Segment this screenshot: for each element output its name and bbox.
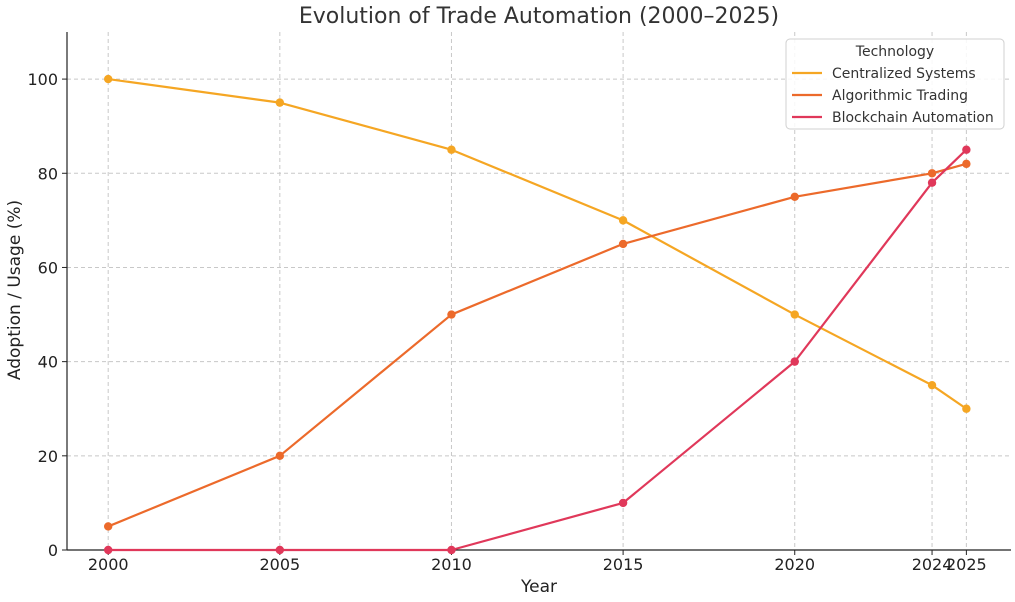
data-point-algorithmic-trading [447,310,456,319]
data-point-algorithmic-trading [962,159,971,169]
series-line-algorithmic-trading [107,162,967,528]
x-tick-label: 2025 [946,555,987,574]
x-tick-label: 2005 [259,555,300,574]
data-point-blockchain-automation [618,498,628,508]
data-point-centralized-systems [962,404,971,413]
data-point-blockchain-automation [103,545,113,555]
y-tick-label: 100 [27,70,58,89]
data-point-algorithmic-trading [275,451,285,461]
legend-label-algorithmic-trading: Algorithmic Trading [832,88,968,104]
data-point-algorithmic-trading [618,239,628,249]
x-tick-label: 2020 [774,555,815,574]
data-point-algorithmic-trading [790,192,799,202]
legend-title: Technology [855,44,934,60]
data-point-centralized-systems [618,216,628,225]
y-tick-label: 0 [48,541,58,560]
data-point-blockchain-automation [927,178,937,187]
legend-label-centralized-systems: Centralized Systems [832,66,976,82]
y-tick-label: 20 [38,447,58,466]
data-point-centralized-systems [927,380,937,390]
chart-title: Evolution of Trade Automation (2000–2025… [299,4,779,29]
data-point-algorithmic-trading [927,169,937,178]
series-line-blockchain-automation [108,148,968,552]
legend-label-blockchain-automation: Blockchain Automation [832,110,994,126]
series-lines [103,74,971,555]
data-point-algorithmic-trading [103,522,113,531]
y-axis-label: Adoption / Usage (%) [5,200,25,380]
data-point-centralized-systems [447,145,456,154]
data-point-centralized-systems [790,310,799,319]
series-centralized-systems [103,74,971,413]
y-tick-label: 40 [38,353,58,372]
data-point-blockchain-automation [447,545,456,555]
data-point-centralized-systems [275,98,285,107]
data-point-blockchain-automation [962,145,971,154]
series-algorithmic-trading [103,159,971,531]
data-point-centralized-systems [103,74,113,84]
y-tick-label: 80 [38,164,58,183]
series-blockchain-automation [103,145,971,555]
x-tick-label: 2010 [431,555,472,574]
legend: Technology Centralized Systems Algorithmic… [785,38,1005,130]
x-tick-label: 2024 [912,555,953,574]
x-tick-label: 2000 [88,555,129,574]
legend-box [785,38,1005,130]
x-tick-label: 2015 [603,555,644,574]
data-point-blockchain-automation [790,357,799,366]
x-axis-label: Year [520,577,557,597]
y-tick-label: 60 [38,258,58,277]
data-point-blockchain-automation [275,545,285,555]
